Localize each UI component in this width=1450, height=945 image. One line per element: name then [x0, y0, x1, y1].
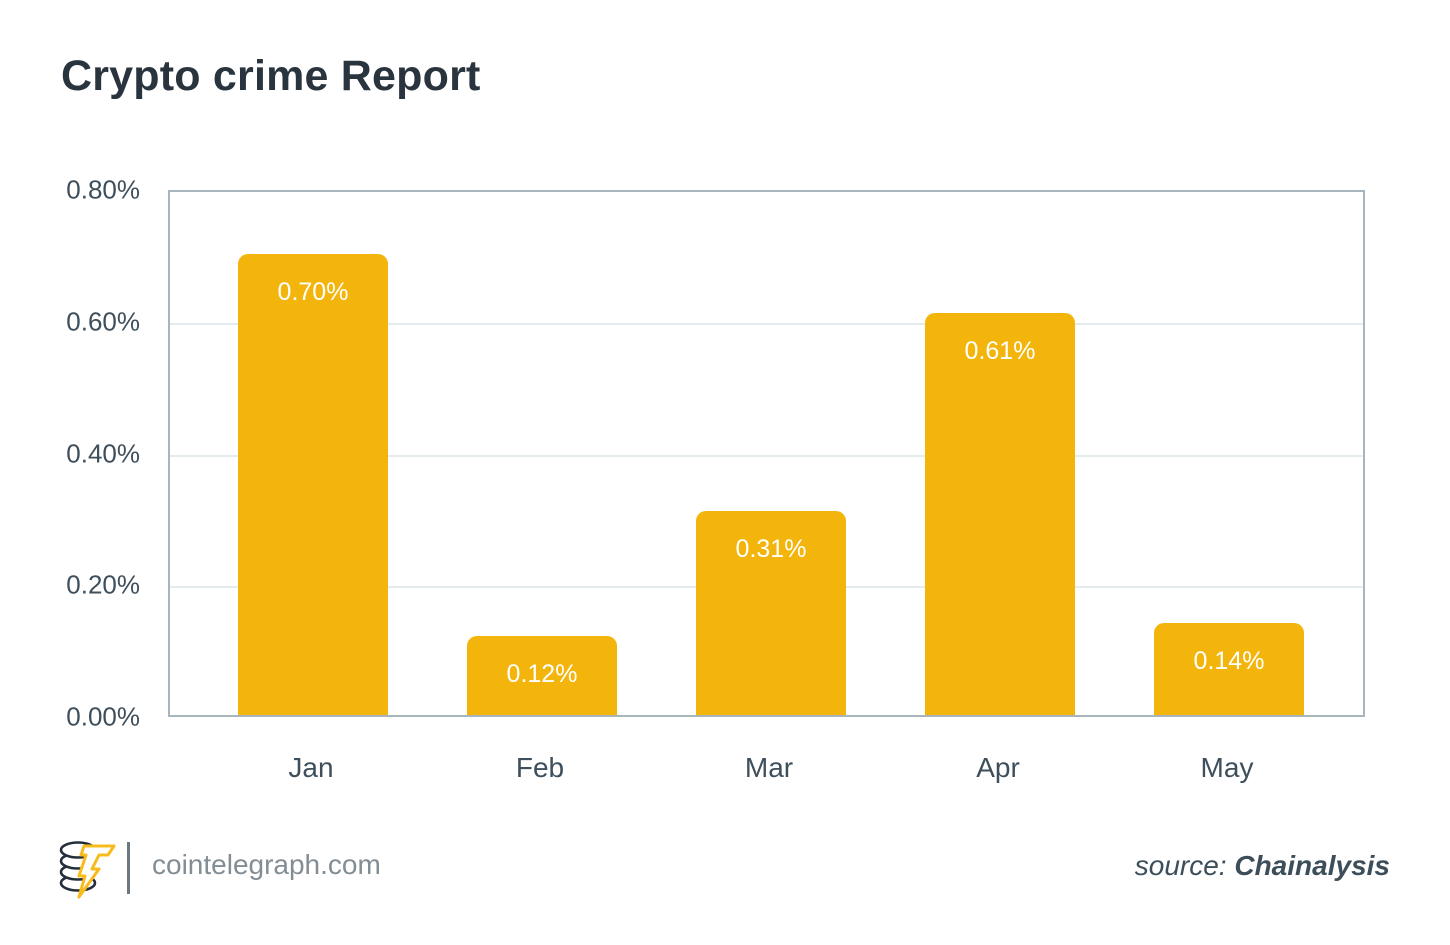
y-tick-label: 0.60% — [66, 306, 140, 337]
x-tick-label-jan: Jan — [288, 752, 334, 783]
cointelegraph-logo-icon — [59, 841, 116, 899]
gridline-0.40% — [170, 454, 1363, 457]
footer-divider — [127, 842, 130, 894]
x-tick-label-mar: Mar — [744, 752, 794, 783]
gridline-0.60% — [170, 322, 1363, 325]
y-tick-label: 0.00% — [66, 701, 140, 732]
source-prefix: source: — [1134, 850, 1235, 881]
x-tick-label-feb: Feb — [515, 752, 565, 783]
source-attribution: source: Chainalysis — [1135, 850, 1390, 882]
y-tick-label: 0.20% — [66, 569, 140, 600]
bar-value-label: 0.14% — [1193, 647, 1265, 675]
bar-apr: 0.61% — [925, 313, 1075, 715]
bar-value-label: 0.12% — [506, 660, 578, 688]
bar-mar: 0.31% — [696, 511, 846, 715]
bar-feb: 0.12% — [467, 636, 617, 715]
x-tick-label-apr: Apr — [976, 752, 1020, 783]
bar-jan: 0.70% — [238, 254, 388, 715]
x-tick-label-may: May — [1200, 752, 1254, 783]
source-name: Chainalysis — [1234, 850, 1390, 881]
bar-value-label: 0.61% — [964, 337, 1036, 365]
y-tick-label: 0.80% — [66, 174, 140, 205]
bar-value-label: 0.70% — [277, 278, 349, 306]
bar-value-label: 0.31% — [735, 535, 807, 563]
y-tick-label: 0.40% — [66, 438, 140, 468]
bar-may: 0.14% — [1154, 623, 1304, 715]
plot-area: 0.70% 0.12% 0.31% 0.61% 0.14% — [168, 190, 1365, 717]
footer-site-url: cointelegraph.com — [152, 849, 381, 880]
chart-title: Crypto crime Report — [61, 52, 481, 100]
